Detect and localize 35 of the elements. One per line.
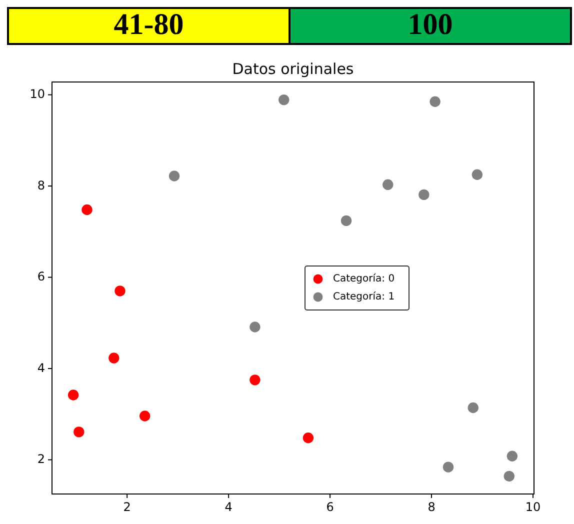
x-tick-label: 8 — [428, 500, 436, 514]
point — [302, 432, 314, 444]
legend-label: Categoría: 0 — [333, 274, 395, 285]
point — [74, 426, 84, 438]
y-tick-label: 6 — [37, 270, 45, 284]
point — [250, 374, 260, 386]
point — [340, 215, 352, 226]
x-tick-label: 6 — [326, 500, 334, 514]
point — [430, 96, 440, 107]
point — [468, 402, 478, 414]
text: 41-80 — [114, 8, 184, 41]
point — [82, 204, 92, 216]
x-tick-label: 2 — [123, 500, 131, 514]
point — [139, 410, 150, 422]
text: 100 — [408, 8, 453, 41]
point — [250, 322, 260, 332]
point — [418, 189, 430, 200]
point — [442, 462, 454, 472]
x-tick-label: 10 — [525, 500, 541, 514]
y-tick-label: 8 — [37, 178, 45, 192]
point — [114, 286, 126, 296]
point — [168, 170, 180, 182]
point — [506, 450, 518, 462]
x-tick-label: 4 — [224, 500, 232, 514]
y-tick-label: 4 — [37, 360, 45, 375]
point — [68, 390, 79, 400]
chart-title: Datos originales — [232, 60, 354, 78]
point — [472, 169, 483, 180]
point — [108, 352, 120, 364]
y-tick-label: 10 — [30, 87, 45, 102]
legend-label: Categoría: 1 — [333, 292, 395, 303]
point — [278, 94, 290, 106]
y-tick-label: 2 — [37, 452, 45, 466]
point — [382, 179, 394, 190]
point — [504, 470, 514, 482]
